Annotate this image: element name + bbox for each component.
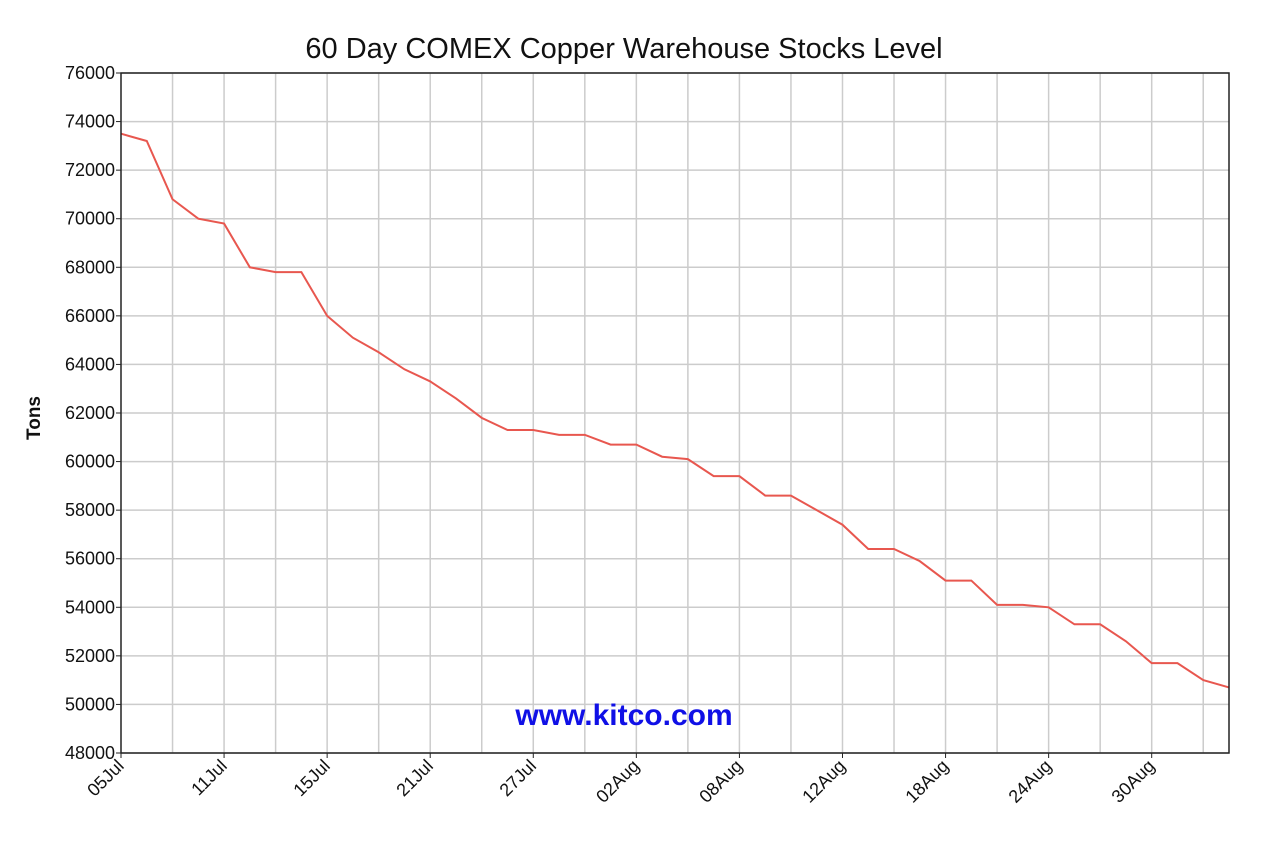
series-line — [120, 132, 1230, 689]
y-tick-label: 60000 — [65, 452, 115, 472]
y-tick-label: 74000 — [65, 112, 115, 132]
x-tick-label: 18Aug — [901, 756, 952, 807]
x-tick-label: 24Aug — [1005, 756, 1056, 807]
y-tick-label: 76000 — [65, 63, 115, 83]
chart-title: 60 Day COMEX Copper Warehouse Stocks Lev… — [305, 33, 942, 65]
y-tick-label: 68000 — [65, 257, 115, 277]
x-tick-label: 02Aug — [592, 756, 643, 807]
y-tick-label: 56000 — [65, 549, 115, 569]
x-tick-label: 30Aug — [1108, 756, 1159, 807]
x-tick-label: 21Jul — [392, 756, 437, 801]
y-tick-label: 64000 — [65, 354, 115, 374]
x-tick-label: 11Jul — [187, 756, 231, 800]
x-tick-label: 12Aug — [798, 756, 849, 807]
y-axis-label: Tons — [24, 396, 45, 440]
x-tick-label: 08Aug — [695, 756, 746, 807]
y-tick-label: 58000 — [65, 500, 115, 520]
y-axis-ticks: 76000 74000 72000 70000 68000 66000 64000 62000… — [65, 63, 121, 763]
y-tick-label: 48000 — [65, 743, 115, 763]
x-tick-label: 27Jul — [496, 756, 541, 801]
watermark: www.kitco.com — [514, 699, 732, 732]
plot-frame — [120, 72, 1230, 754]
y-tick-label: 72000 — [65, 160, 115, 180]
y-tick-label: 66000 — [65, 306, 115, 326]
y-tick-label: 62000 — [65, 403, 115, 423]
y-tick-label: 70000 — [65, 209, 115, 229]
x-tick-label: 15Jul — [289, 756, 334, 801]
y-tick-label: 50000 — [65, 694, 115, 714]
x-axis-ticks: 05Jul 11Jul 15Jul 21Jul 27Jul 02Aug 08Aug 12Aug… — [83, 753, 1159, 807]
y-tick-label: 52000 — [65, 646, 115, 666]
y-tick-label: 54000 — [65, 597, 115, 617]
